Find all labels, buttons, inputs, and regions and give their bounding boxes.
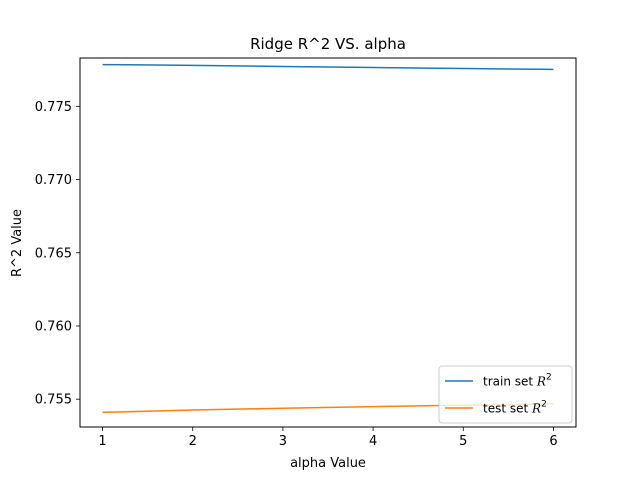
- y-axis-label: R^2 Value: [10, 209, 25, 277]
- chart-title: Ridge R^2 VS. alpha: [250, 35, 406, 53]
- plot-area: [102, 63, 554, 414]
- legend-label-0: train set R2: [483, 373, 552, 389]
- y-tick-label: 0.775: [35, 100, 72, 115]
- x-tick-label: 2: [189, 434, 197, 449]
- x-tick-label: 1: [98, 434, 106, 449]
- y-tick-label: 0.760: [35, 319, 72, 334]
- legend: train set R2 test set R2: [438, 365, 573, 424]
- y-tick-label: 0.770: [35, 173, 72, 188]
- x-axis-label: alpha Value: [290, 456, 366, 471]
- y-tick-label: 0.765: [35, 246, 72, 261]
- x-tick-label: 4: [369, 434, 377, 449]
- x-tick-label: 6: [549, 434, 557, 449]
- legend-label-1: test set R2: [483, 400, 547, 416]
- axis-ticks: 1 2 3 4 5 6 0.755 0.760 0.765 0.770 0.775: [35, 100, 558, 449]
- series-line-0: [102, 63, 554, 71]
- plot-frame: [79, 57, 577, 428]
- y-tick-label: 0.755: [35, 393, 72, 408]
- x-tick-label: 5: [459, 434, 467, 449]
- x-tick-label: 3: [279, 434, 287, 449]
